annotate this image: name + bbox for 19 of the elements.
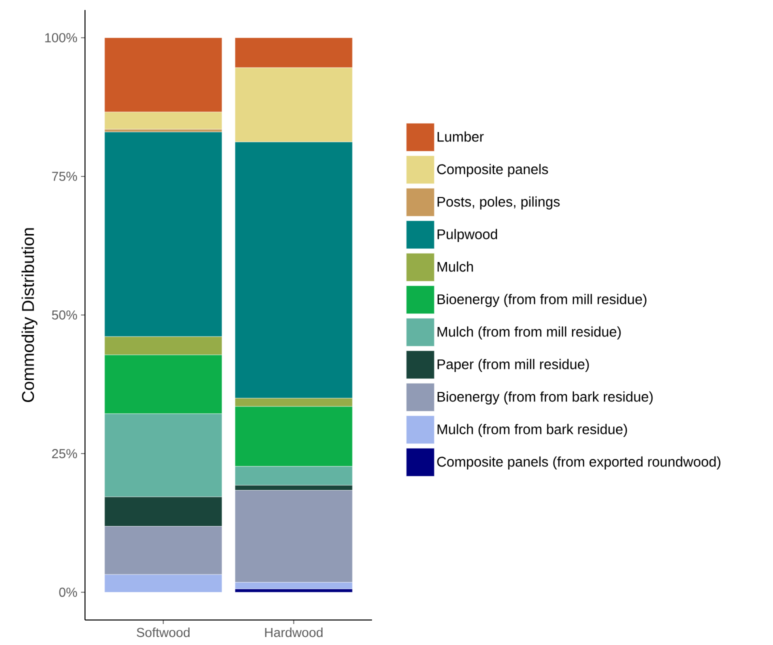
y-tick-label: 0% bbox=[59, 588, 78, 597]
x-tick-label: Hardwood bbox=[265, 628, 323, 638]
y-tick-label: 75% bbox=[52, 172, 78, 181]
legend-label: Composite panels bbox=[437, 164, 548, 177]
y-tick-label: 25% bbox=[52, 449, 78, 458]
legend-label: Paper (from mill residue) bbox=[438, 358, 589, 372]
legend-label: Posts, poles, pilings bbox=[438, 196, 560, 210]
y-tick-label: 50% bbox=[52, 310, 78, 320]
legend-label: Bioenergy (from from bark residue) bbox=[438, 391, 653, 404]
y-axis-title: Commodity Distribution bbox=[22, 228, 38, 402]
y-tick-label: 100% bbox=[45, 33, 78, 42]
legend-label: Composite panels (from exported roundwood) bbox=[437, 456, 720, 470]
legend-label: Pulpwood bbox=[438, 228, 498, 242]
legend-label: Mulch (from from bark residue) bbox=[438, 424, 627, 437]
legend-label: Bioenergy (from from mill residue) bbox=[438, 294, 646, 307]
x-tick-label: Softwood bbox=[136, 628, 190, 638]
legend-label: Lumber bbox=[438, 131, 484, 142]
legend-label: Mulch bbox=[438, 261, 473, 272]
legend-label: Mulch (from from mill residue) bbox=[438, 326, 621, 340]
